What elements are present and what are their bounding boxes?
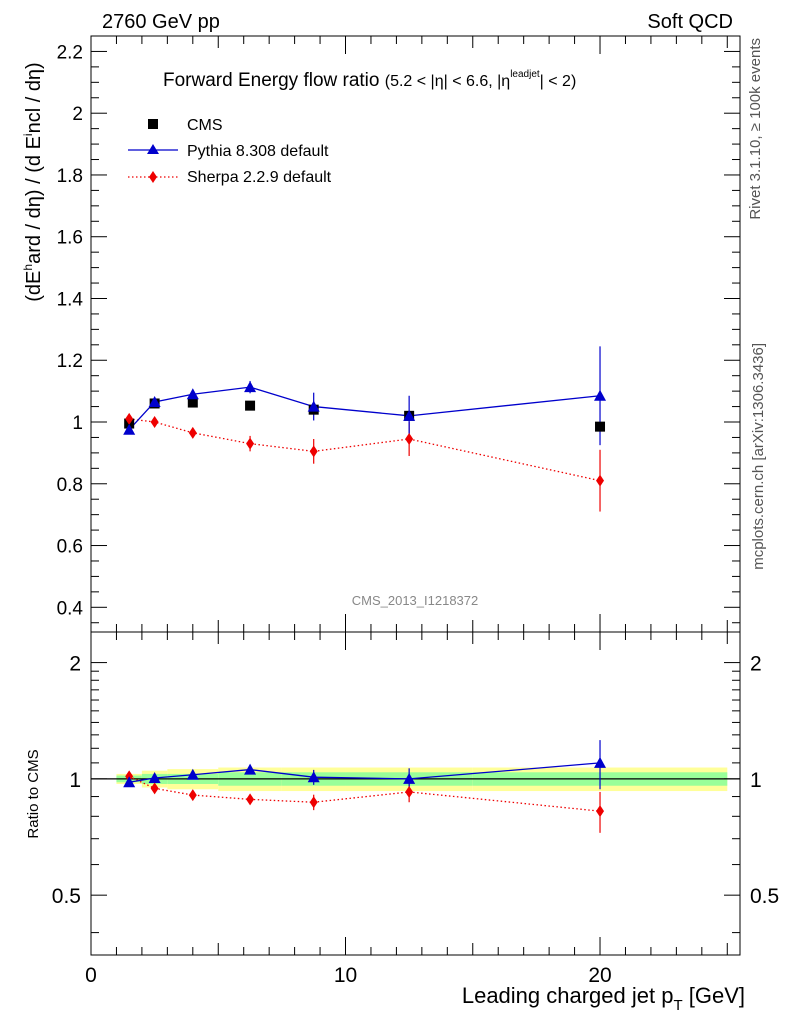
ratio-pythia-point <box>403 772 416 784</box>
main-panel: 0.4 0.6 0.8 1 1.2 1.4 1.6 1.8 2 2.2 Forward Energ… <box>21 35 741 633</box>
pythia-point <box>244 381 257 393</box>
header-right: Soft QCD <box>647 11 733 33</box>
main-ylabel: (dEhard / dη) / (d Eincl / dη) <box>21 62 45 301</box>
main-ytick-label: 1.4 <box>57 289 84 310</box>
ratio-ytick-label: 1 <box>69 769 81 792</box>
main-title-cut: (5.2 < |η| < 6.6, |η <box>385 73 510 90</box>
xtick-label: 20 <box>588 964 611 987</box>
sherpa-point <box>125 412 134 425</box>
pythia-line <box>128 386 601 431</box>
ratio-sherpa-point <box>188 789 197 802</box>
sherpa-point <box>596 474 605 487</box>
main-ytick-label: 2.2 <box>57 42 83 63</box>
main-ytick-label: 1.2 <box>57 351 83 372</box>
ratio-ytick-label-right: 0.5 <box>750 885 779 908</box>
sherpa-line <box>129 418 601 482</box>
cms-point <box>595 421 606 432</box>
legend-pythia-label: Pythia 8.308 default <box>187 143 329 160</box>
mcplots-label: mcplots.cern.ch [arXiv:1306.3436] <box>750 343 767 570</box>
main-ytick-label: 2 <box>72 104 83 125</box>
legend-sherpa-label: Sherpa 2.2.9 default <box>187 169 332 186</box>
header-left: 2760 GeV pp <box>102 11 220 33</box>
legend-cms-label: CMS <box>187 117 223 134</box>
ratio-sherpa-point <box>246 793 255 806</box>
legend: CMS Pythia 8.308 default Sherpa 2.2.9 de… <box>128 117 332 186</box>
ratio-ytick-label-right: 2 <box>750 653 762 676</box>
ratio-sherpa-point <box>309 796 318 809</box>
ratio-pythia-point <box>594 756 607 768</box>
ratio-sherpa-point <box>150 782 159 795</box>
cms-point <box>187 397 198 408</box>
ratio-pythia-point <box>244 763 257 775</box>
legend-cms-marker <box>148 119 158 129</box>
ratio-pythia-point <box>186 768 199 780</box>
ratio-pythia-point <box>123 776 136 788</box>
xtick-label: 0 <box>85 964 97 987</box>
pythia-point <box>123 423 136 435</box>
ratio-frame <box>90 631 741 956</box>
cms-point <box>245 400 256 411</box>
main-ytick-label: 0.4 <box>57 598 84 619</box>
ratio-ytick-label: 2 <box>69 653 81 676</box>
xtick-label: 10 <box>334 964 357 987</box>
pythia-point <box>594 389 607 401</box>
main-ytick-label: 1.8 <box>57 166 83 187</box>
sherpa-point <box>405 432 414 445</box>
sherpa-point <box>309 445 318 458</box>
ratio-pythia-point <box>307 771 320 783</box>
pythia-point <box>307 400 320 412</box>
legend-sherpa-marker <box>149 171 157 183</box>
ratio-ylabel: Ratio to CMS <box>25 749 42 838</box>
ratio-ytick-label-right: 1 <box>750 769 762 792</box>
main-ytick-label: 0.8 <box>57 475 83 496</box>
pythia-point <box>403 409 416 421</box>
main-ytick-label: 1.6 <box>57 228 83 249</box>
rivet-label: Rivet 3.1.10, ≥ 100k events <box>747 38 764 220</box>
main-ytick-label: 0.6 <box>57 537 83 558</box>
sherpa-point <box>246 437 255 450</box>
pythia-point <box>186 388 199 400</box>
pythia-point <box>148 395 161 407</box>
analysis-id: CMS_2013_I1218372 <box>352 593 479 608</box>
x-axis-label: Leading charged jet pT [GeV] <box>462 983 745 1014</box>
legend-pythia-marker <box>147 144 159 154</box>
ratio-pythia-point <box>148 772 161 784</box>
main-ytick-label: 1 <box>72 413 83 434</box>
ratio-sherpa-point <box>405 785 414 798</box>
ratio-sherpa-point <box>596 805 605 818</box>
ratio-ytick-label: 0.5 <box>52 885 81 908</box>
main-title: Forward Energy flow ratio (5.2 < |η| < 6… <box>163 69 576 91</box>
sherpa-point <box>150 416 159 429</box>
ratio-panel: 0.5 0.51 12 20 10 20 Ratio to CMS Leading cha… <box>25 631 779 1014</box>
sherpa-point <box>188 426 197 439</box>
